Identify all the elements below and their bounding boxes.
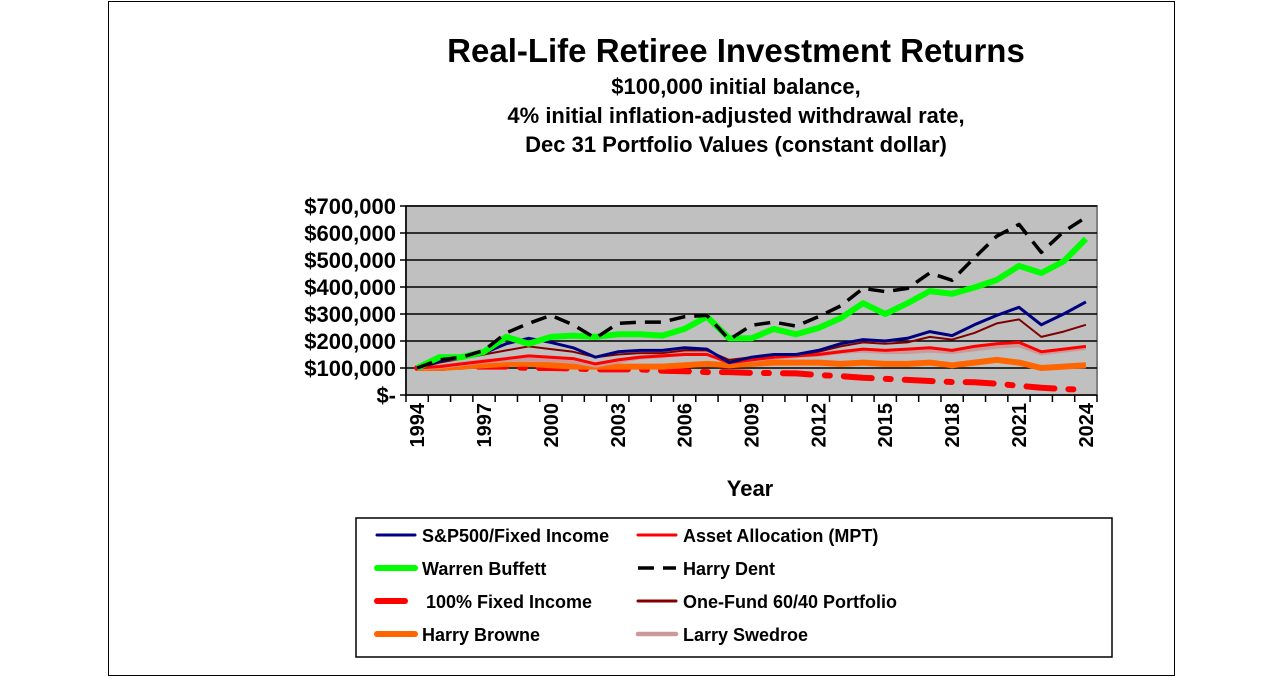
- x-tick-label: 1994: [407, 402, 429, 447]
- y-tick-label: $700,000: [304, 194, 396, 219]
- x-tick-label: 2012: [808, 403, 830, 448]
- chart-title: Real-Life Retiree Investment Returns: [447, 32, 1025, 69]
- legend-item: 100% Fixed Income: [374, 592, 592, 612]
- legend-item: Harry Browne: [374, 625, 540, 645]
- y-tick-label: $300,000: [304, 302, 396, 327]
- legend-label: 100% Fixed Income: [426, 592, 592, 612]
- chart-frame: [108, 1, 1175, 676]
- x-tick-label: 2009: [742, 403, 764, 448]
- y-tick-label: $400,000: [304, 275, 396, 300]
- legend-label: Harry Browne: [422, 625, 540, 645]
- y-tick-label: $500,000: [304, 248, 396, 273]
- y-tick-label: $100,000: [304, 356, 396, 381]
- legend-label: Larry Swedroe: [683, 625, 808, 645]
- series-line-asset-allocation-mpt-: [417, 340, 1087, 370]
- x-tick-label: 2006: [675, 403, 697, 448]
- legend: [355, 517, 1113, 658]
- chart-subtitle-1: $100,000 initial balance,: [611, 74, 860, 99]
- x-tick-label: 2024: [1076, 402, 1098, 447]
- x-tick-label: 2021: [1009, 403, 1031, 448]
- legend-item: Asset Allocation (MPT): [636, 526, 878, 546]
- x-axis-label: Year: [727, 476, 774, 501]
- series-line-harry-browne: [417, 356, 1087, 371]
- x-tick-label: 2000: [541, 403, 563, 448]
- legend-item: Warren Buffett: [374, 559, 546, 579]
- y-tick-label: $200,000: [304, 329, 396, 354]
- y-tick-label: $-: [376, 383, 396, 408]
- legend-label: Harry Dent: [683, 559, 775, 579]
- series-line-100-fixed-income: [414, 363, 1089, 393]
- x-tick-label: 2018: [942, 403, 964, 448]
- legend-label: One-Fund 60/40 Portfolio: [683, 592, 897, 612]
- x-tick-label: 2015: [875, 403, 897, 448]
- legend-item: S&P500/Fixed Income: [375, 526, 609, 546]
- chart-subtitle-2: 4% initial inflation-adjusted withdrawal…: [507, 103, 964, 128]
- y-tick-label: $600,000: [304, 221, 396, 246]
- series-line-warren-buffett: [415, 236, 1089, 371]
- series-line-s-p500-fixed-income: [416, 300, 1087, 370]
- legend-label: S&P500/Fixed Income: [422, 526, 609, 546]
- x-tick-label: 2003: [608, 403, 630, 448]
- chart-subtitle-3: Dec 31 Portfolio Values (constant dollar…: [525, 132, 947, 157]
- legend-item: Larry Swedroe: [635, 625, 808, 645]
- legend-label: Warren Buffett: [422, 559, 546, 579]
- legend-label: Asset Allocation (MPT): [683, 526, 878, 546]
- legend-item: One-Fund 60/40 Portfolio: [636, 592, 897, 612]
- x-tick-label: 1997: [474, 403, 496, 448]
- legend-item: Harry Dent: [638, 559, 775, 579]
